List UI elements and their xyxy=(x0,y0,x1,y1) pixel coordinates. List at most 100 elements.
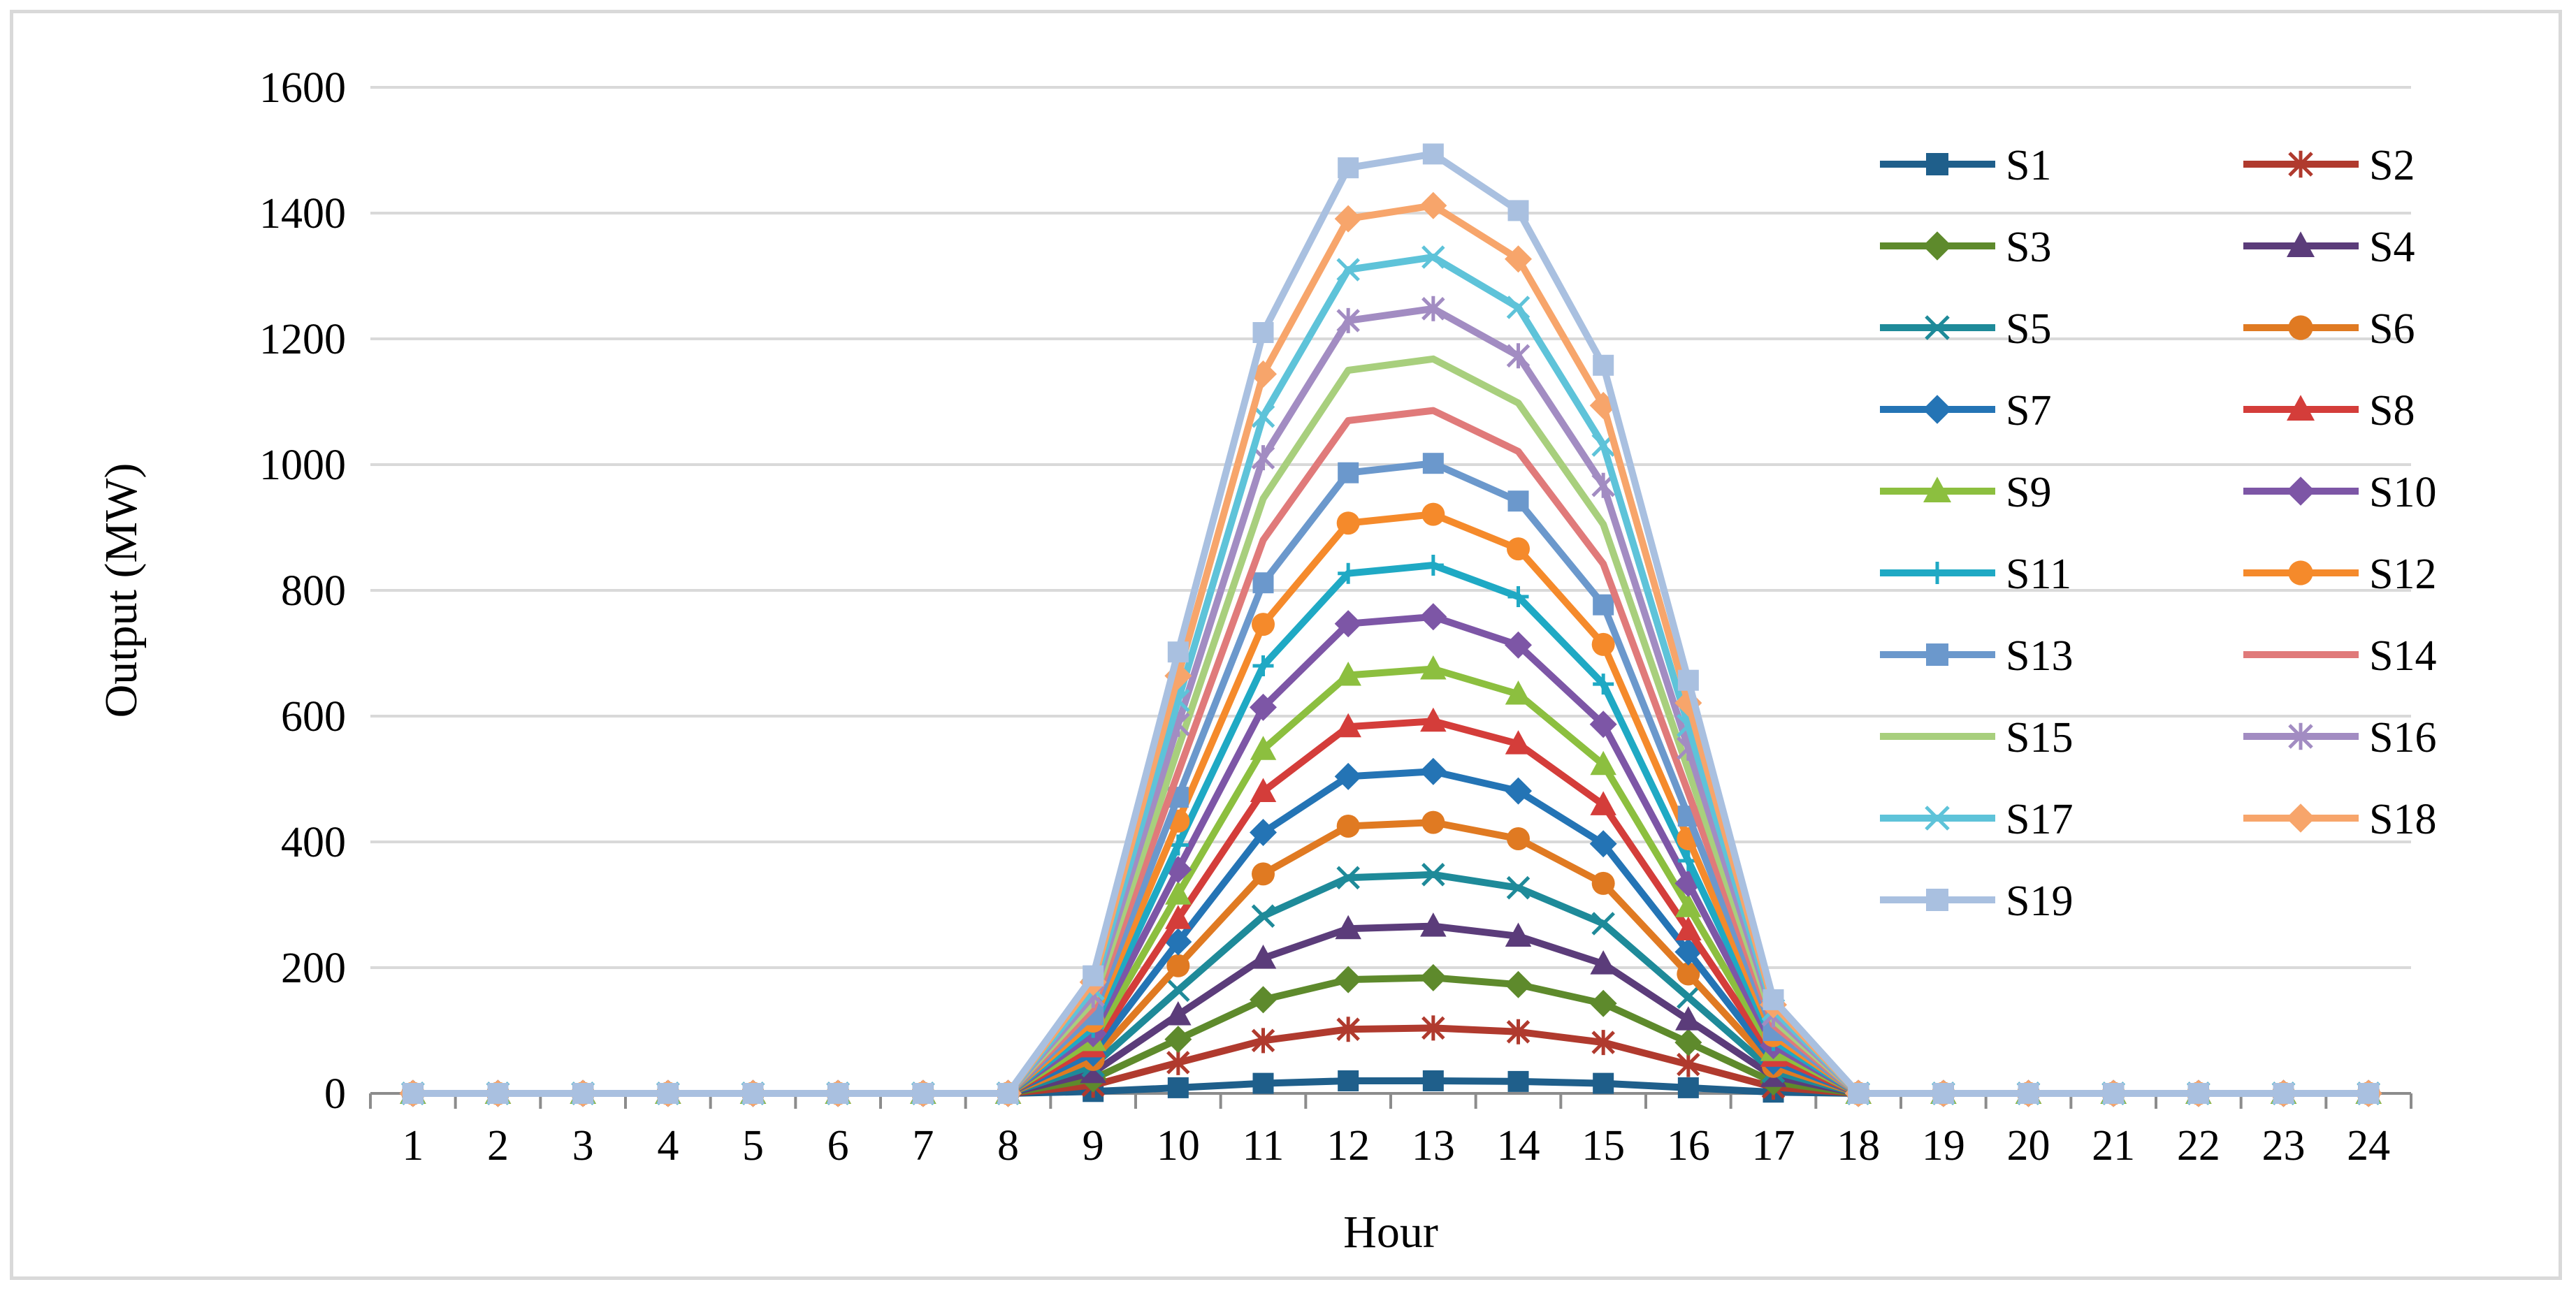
data-point xyxy=(1677,1051,1700,1077)
data-point xyxy=(1336,1017,1360,1042)
series-s7 xyxy=(399,757,2382,1107)
data-point xyxy=(1421,1015,1445,1041)
data-point xyxy=(1421,863,1445,887)
data-point xyxy=(1506,296,1531,319)
data-point xyxy=(1334,762,1362,790)
x-tick-label: 6 xyxy=(827,1122,849,1170)
x-tick-label: 10 xyxy=(1157,1122,1200,1170)
legend-label: S1 xyxy=(2006,142,2051,189)
data-point xyxy=(1250,778,1277,802)
data-point xyxy=(2287,231,2315,257)
data-point xyxy=(1677,669,1699,691)
series-line xyxy=(412,974,2369,1097)
data-point xyxy=(1506,875,1531,900)
data-point xyxy=(1848,1083,1869,1104)
data-point xyxy=(1507,200,1529,221)
legend-label: S15 xyxy=(2006,714,2073,762)
x-tick-label: 4 xyxy=(657,1122,679,1170)
data-point xyxy=(572,1083,594,1104)
data-point xyxy=(1334,205,1362,233)
data-point xyxy=(1250,819,1277,846)
data-point xyxy=(2358,1083,2380,1104)
data-point xyxy=(827,1083,849,1104)
series-line xyxy=(412,768,2369,1097)
series-s13 xyxy=(402,453,2380,1104)
data-point xyxy=(1165,1001,1192,1026)
legend-entry: S14 xyxy=(2243,632,2436,680)
data-point xyxy=(997,1083,1019,1104)
data-point xyxy=(1675,1006,1702,1031)
data-point xyxy=(1505,680,1532,705)
series-s4 xyxy=(400,912,2382,1104)
data-point xyxy=(1677,962,1700,986)
data-point xyxy=(1763,989,1784,1010)
x-tick-label: 3 xyxy=(572,1122,594,1170)
y-tick-label: 1400 xyxy=(259,190,346,238)
series-line xyxy=(412,150,2369,1097)
legend-label: S7 xyxy=(2006,387,2051,435)
legend-label: S8 xyxy=(2369,387,2415,435)
data-point xyxy=(1506,343,1531,369)
data-point xyxy=(1589,711,1617,738)
y-tick-label: 1000 xyxy=(259,442,346,489)
data-point xyxy=(1422,555,1444,576)
data-point xyxy=(2286,476,2315,506)
data-point xyxy=(1593,674,1614,695)
legend-label: S12 xyxy=(2369,551,2436,598)
data-point xyxy=(1422,453,1444,474)
data-point xyxy=(1507,586,1529,607)
data-point xyxy=(1250,736,1277,760)
data-point xyxy=(1336,307,1360,333)
data-point xyxy=(1421,810,1445,834)
data-point xyxy=(1590,791,1616,815)
data-point xyxy=(1505,970,1532,998)
series-line xyxy=(412,562,2369,1097)
y-tick-label: 0 xyxy=(324,1070,346,1118)
legend-entry: S8 xyxy=(2243,387,2415,435)
y-tick-label: 1200 xyxy=(259,316,346,363)
data-point xyxy=(1421,296,1445,321)
data-point xyxy=(912,1083,934,1104)
data-point xyxy=(1505,777,1532,805)
legend-entry: S9 xyxy=(1880,469,2051,516)
x-tick-label: 14 xyxy=(1497,1122,1540,1170)
x-tick-label: 8 xyxy=(997,1122,1019,1170)
data-point xyxy=(1591,871,1615,895)
legend-entry: S18 xyxy=(2243,796,2436,843)
data-point xyxy=(657,1083,679,1104)
series-line xyxy=(412,460,2369,1097)
legend-entry: S11 xyxy=(1880,551,2071,598)
legend-entry: S19 xyxy=(1880,878,2073,925)
data-point xyxy=(1507,827,1530,850)
data-point xyxy=(1591,1030,1615,1056)
legend-entry: S3 xyxy=(1880,224,2051,271)
series-line xyxy=(412,511,2369,1097)
data-point xyxy=(1252,613,1275,636)
data-point xyxy=(1166,954,1190,977)
data-point xyxy=(742,1083,764,1104)
legend-entry: S12 xyxy=(2243,551,2436,598)
x-tick-label: 13 xyxy=(1412,1122,1455,1170)
x-tick-label: 11 xyxy=(1243,1122,1285,1170)
legend-entry: S13 xyxy=(1880,632,2073,680)
data-point xyxy=(2288,150,2313,178)
y-tick-label: 200 xyxy=(281,945,346,992)
x-tick-label: 12 xyxy=(1326,1122,1370,1170)
data-point xyxy=(1421,245,1445,269)
data-point xyxy=(1419,963,1447,991)
data-point xyxy=(1507,490,1529,512)
x-tick-label: 18 xyxy=(1837,1122,1880,1170)
data-point xyxy=(1675,893,1702,917)
data-point xyxy=(1166,978,1190,1003)
gridlines xyxy=(370,86,2411,969)
data-point xyxy=(1419,191,1447,219)
series-s5 xyxy=(401,863,2380,1105)
data-point xyxy=(1925,315,1950,340)
data-point xyxy=(1165,880,1192,905)
x-tick-label: 5 xyxy=(742,1122,764,1170)
legend-entry: S4 xyxy=(2243,224,2415,271)
data-point xyxy=(1926,562,1948,584)
data-point xyxy=(2287,395,2315,421)
data-point xyxy=(1250,986,1277,1014)
data-point xyxy=(1338,562,1359,584)
